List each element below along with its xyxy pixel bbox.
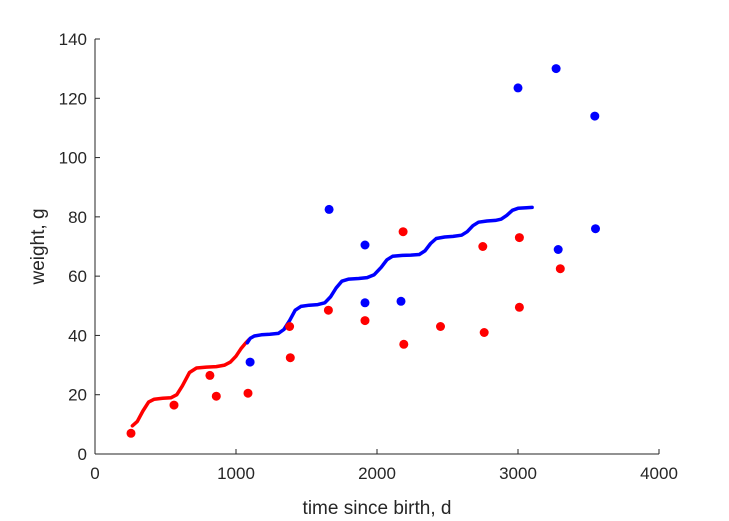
data-point <box>360 298 370 308</box>
data-point <box>514 233 524 243</box>
y-tick-label: 0 <box>78 445 87 464</box>
data-point <box>591 224 600 234</box>
data-point <box>478 242 488 251</box>
data-point <box>169 400 179 410</box>
data-point <box>285 353 295 363</box>
data-point <box>399 339 409 349</box>
data-point <box>555 264 565 274</box>
data-point <box>205 370 215 380</box>
y-tick-label: 120 <box>59 89 87 108</box>
x-tick-label: 1000 <box>217 464 255 483</box>
data-point <box>553 245 563 254</box>
axes: 0 1000 2000 3000 4000 0 20 40 60 80 100 120 140 <box>59 30 678 483</box>
data-point <box>360 316 370 326</box>
series-layer <box>126 64 600 438</box>
data-point <box>126 428 136 438</box>
series-line <box>130 338 251 428</box>
data-point <box>285 322 295 331</box>
data-point <box>436 322 445 331</box>
x-tick-label: 0 <box>90 464 99 483</box>
series-line <box>245 205 534 345</box>
data-point <box>211 391 221 401</box>
data-point <box>514 302 524 312</box>
x-axis-label: time since birth, d <box>303 498 452 519</box>
data-point <box>323 305 333 315</box>
y-tick-label: 140 <box>59 30 87 49</box>
data-point <box>590 111 600 121</box>
data-point <box>360 240 370 250</box>
y-tick-label: 20 <box>68 386 87 405</box>
data-point <box>243 388 253 398</box>
data-point <box>396 296 406 306</box>
y-tick-label: 40 <box>68 326 87 345</box>
data-point <box>324 204 334 214</box>
y-tick-label: 60 <box>68 267 87 286</box>
y-tick-label: 100 <box>59 149 87 168</box>
data-point <box>398 227 408 237</box>
x-tick-label: 4000 <box>640 464 678 483</box>
data-point <box>551 64 561 74</box>
data-point <box>513 83 523 93</box>
x-tick-label: 2000 <box>358 464 396 483</box>
data-point <box>479 328 489 337</box>
y-axis-label: weight, g <box>28 208 49 285</box>
y-tick-label: 80 <box>68 208 87 227</box>
data-point <box>245 357 255 367</box>
x-tick-label: 3000 <box>499 464 537 483</box>
